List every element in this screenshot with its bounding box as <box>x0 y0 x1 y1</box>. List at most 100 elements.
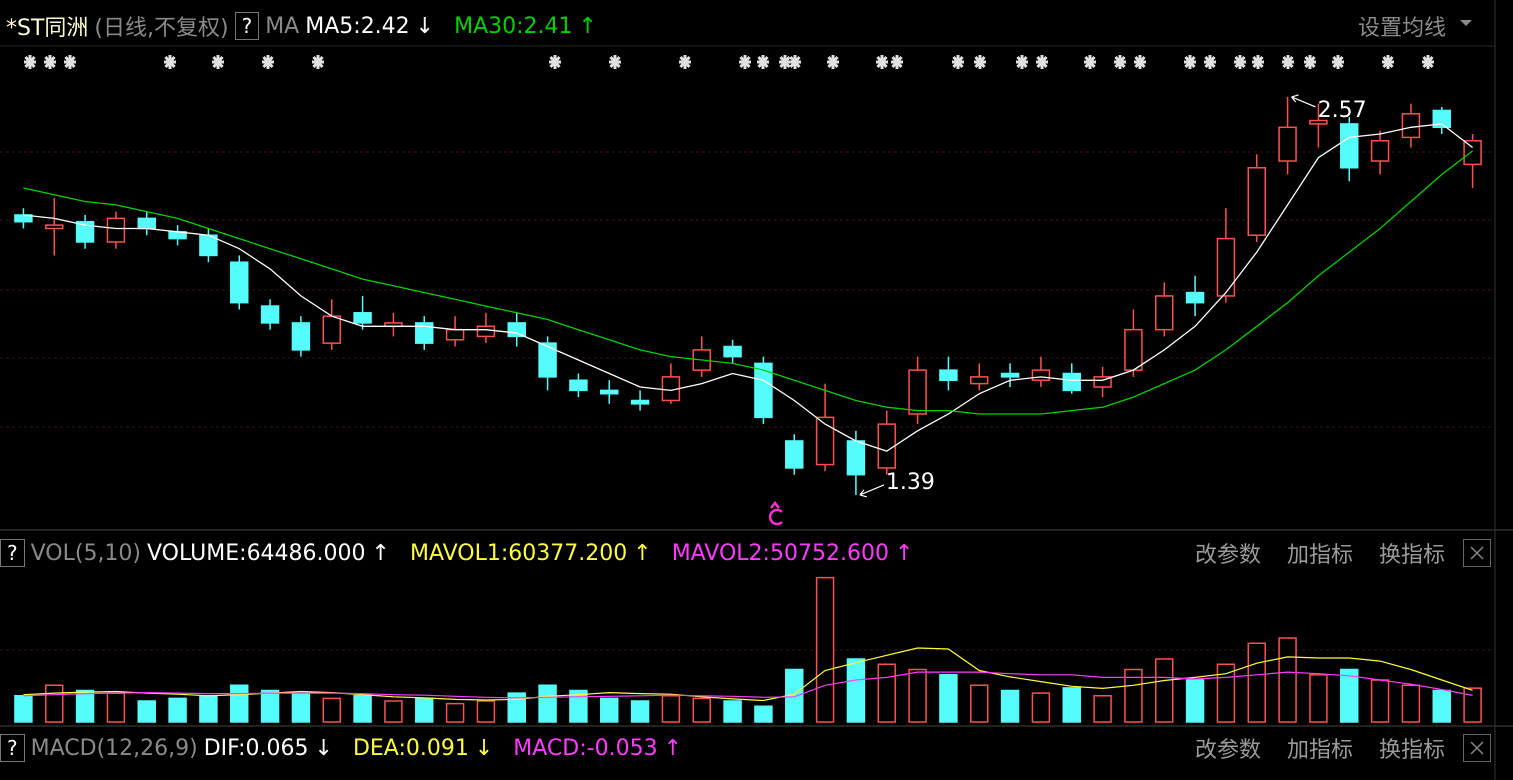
candle-body <box>630 399 650 405</box>
legend-value: 0.065 <box>245 735 309 761</box>
settings-button[interactable]: 设置均线 <box>1358 8 1446 44</box>
candle-body <box>1370 140 1390 162</box>
close-icon <box>1470 741 1484 755</box>
legend-name: DIF: <box>203 735 246 761</box>
candle-body <box>785 440 804 469</box>
close-icon <box>1470 546 1484 560</box>
legend-name: MACD: <box>513 735 587 761</box>
dropdown-arrow <box>1460 20 1472 26</box>
volume-legend: ? VOL(5,10) VOLUME:64486.000 ↑ MAVOL1:6037… <box>0 535 939 571</box>
grid <box>0 151 1495 651</box>
settings-label[interactable]: 设置均线 <box>1358 16 1447 41</box>
macd-legend: ? MACD(12,26,9) DIF:0.065 ↓ DEA:0.091 ↓ MACD… <box>0 730 708 766</box>
legend-name: MAVOL2: <box>671 540 770 566</box>
volume-bar <box>1309 674 1328 723</box>
candle-body <box>291 322 311 351</box>
volume-bar <box>661 695 681 723</box>
candle-body <box>1463 140 1482 166</box>
legend-name: MA30: <box>454 13 524 39</box>
legend-trend: ↓ <box>314 735 333 761</box>
volume-bar <box>415 697 434 723</box>
volume-bar <box>1432 689 1451 723</box>
panel-button[interactable]: 换指标 <box>1378 543 1445 568</box>
help[interactable]: ? <box>234 12 260 40</box>
candle-body <box>1185 291 1205 304</box>
legend-trend: ↓ <box>474 735 494 761</box>
volume-bar <box>630 700 650 723</box>
candle-body <box>230 261 249 304</box>
low-label: 1.39 <box>886 470 935 495</box>
legend-value: 2.42 <box>360 13 410 39</box>
stock-name: *ST同洲 <box>6 16 89 41</box>
candle-body <box>600 389 619 395</box>
help[interactable]: ? <box>0 539 25 567</box>
candle-body <box>106 217 126 243</box>
candle-body <box>1432 109 1451 129</box>
volume-bar <box>260 689 280 723</box>
volume-bar <box>538 684 557 723</box>
help[interactable]: ? <box>0 734 25 762</box>
legend-entry: VOLUME:64486.000 ↑ <box>147 541 396 566</box>
candle-body <box>1000 372 1020 378</box>
candle-body <box>1155 295 1174 331</box>
low-pointer <box>859 484 885 498</box>
candle-body <box>1124 328 1143 371</box>
candle-body <box>322 315 341 344</box>
legend-trend: ↓ <box>415 13 435 39</box>
candle-body <box>1031 369 1051 382</box>
candle-body <box>1401 113 1421 139</box>
ma-line <box>23 123 1473 452</box>
candle-body <box>415 322 434 344</box>
candle-body <box>1216 237 1236 297</box>
volume-bar <box>1340 668 1359 723</box>
volume-bar <box>1463 687 1482 723</box>
volume-bar <box>106 692 126 723</box>
candle-body <box>1062 372 1081 392</box>
macd-buttons: 改参数 加指标 换指标 <box>1169 730 1491 766</box>
volume-bar <box>14 695 33 723</box>
candle-body <box>754 362 773 419</box>
panel-button[interactable]: 换指标 <box>1378 738 1445 763</box>
ma-legend: MA5:2.42 ↓ MA30:2.41 ↑ <box>305 14 617 39</box>
candle-body <box>75 220 95 243</box>
mavol-line <box>23 671 1473 699</box>
panel-button[interactable]: 改参数 <box>1194 738 1261 763</box>
volume-bar <box>1000 689 1020 723</box>
close-button[interactable] <box>1463 734 1491 762</box>
high-label: 2.57 <box>1318 98 1367 123</box>
legend-entry: MAVOL2:50752.600 ↑ <box>672 541 920 566</box>
legend-entry: MA30:2.41 ↑ <box>454 14 603 39</box>
volume-bar <box>322 697 341 723</box>
candle-body <box>445 328 465 341</box>
candle-body <box>908 369 927 415</box>
candle-body <box>1247 167 1266 236</box>
legend-trend: ↑ <box>371 540 390 566</box>
volume-bar <box>1401 684 1421 723</box>
signal-marker <box>768 500 783 526</box>
ma-line <box>23 150 1473 415</box>
candle-body <box>815 416 835 466</box>
volume-bar <box>1093 695 1112 723</box>
volume-bar <box>384 700 403 723</box>
candle-body <box>45 224 64 230</box>
volume-bar <box>291 692 311 723</box>
panel-button[interactable]: 改参数 <box>1194 543 1261 568</box>
volume-bar <box>600 697 619 723</box>
volume-bar <box>75 689 95 723</box>
candle-body <box>877 423 896 469</box>
legend-value: 60377.200 <box>508 540 628 566</box>
volume-bar <box>230 684 249 723</box>
legend-value: 2.41 <box>523 13 573 39</box>
legend-value: -0.053 <box>586 735 658 761</box>
close-button[interactable] <box>1463 539 1491 567</box>
legend-entry: DIF:0.065 ↓ <box>204 736 339 761</box>
panel-button[interactable]: 加指标 <box>1286 543 1353 568</box>
legend-trend: ↑ <box>894 540 914 566</box>
candle-body <box>137 217 156 230</box>
panel-button[interactable]: 加指标 <box>1286 738 1353 763</box>
volume-bar <box>754 705 773 723</box>
legend-name: VOLUME: <box>147 540 247 566</box>
indicator: VOL(5,10) <box>30 540 142 566</box>
